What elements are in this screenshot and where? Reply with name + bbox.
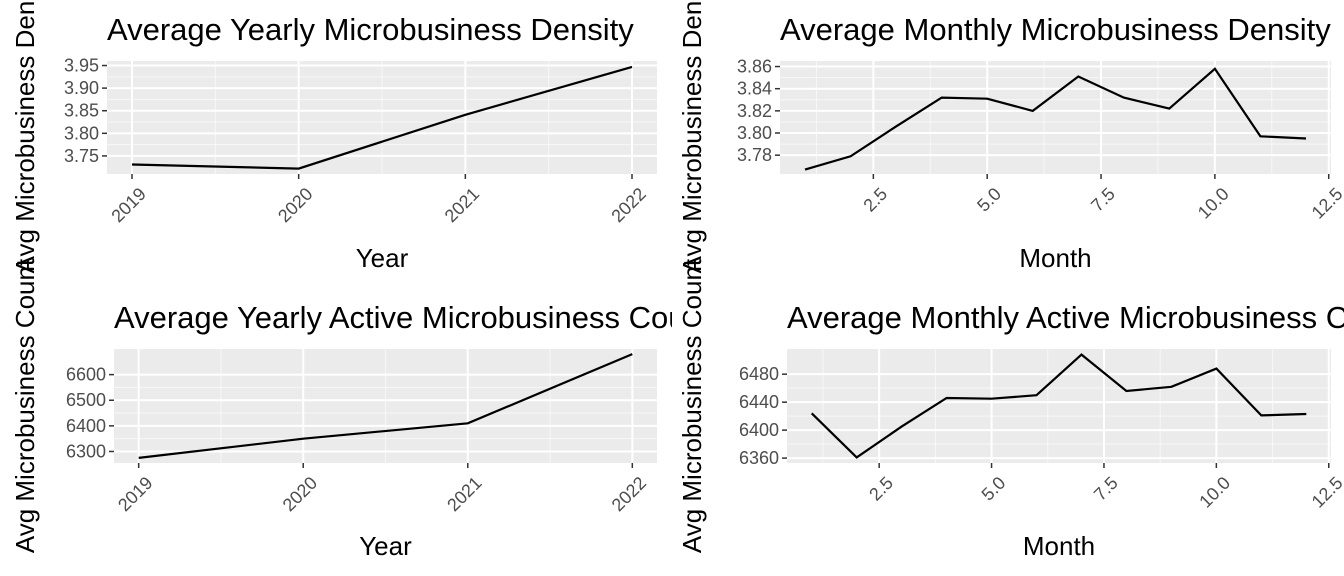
x-tick-label: 2019 [114, 473, 156, 515]
y-tick-label: 6300 [66, 441, 106, 461]
y-tick-label: 3.86 [737, 57, 772, 77]
x-axis-title: Year [359, 531, 412, 561]
x-tick-label: 7.5 [1087, 184, 1119, 216]
x-tick-label: 10.0 [1195, 473, 1234, 512]
x-tick-label: 12.5 [1308, 473, 1344, 512]
x-tick-label: 5.0 [973, 184, 1005, 216]
chart-title: Average Monthly Active Microbusiness Cou… [787, 300, 1344, 335]
y-tick-label: 3.82 [737, 101, 772, 121]
series-line [804, 67, 1307, 171]
x-tick-label: 2020 [279, 473, 321, 515]
series-line [810, 353, 1307, 459]
x-tick-label: 2.5 [865, 473, 897, 505]
x-tick-label: 2.5 [859, 184, 891, 216]
x-tick-label: 2021 [443, 473, 485, 515]
yearly-density-panel: 3.75 3.803.85 3.903.95 2019 2020 2021 2022 Aver… [10, 0, 657, 273]
monthly-density-panel: 3.783.803.823.843.86 2.5 5.0 7.5 10.0 12.5 Ave… [677, 0, 1344, 273]
x-axis-title: Month [1023, 531, 1095, 561]
x-tick-label: 7.5 [1090, 473, 1122, 505]
monthly-count-panel: 6360 6400 6440 6480 2.5 5.0 7.5 10.0 12.5 Average… [677, 258, 1344, 561]
y-tick-label: 3.78 [737, 145, 772, 165]
chart-title: Average Yearly Microbusiness Density [107, 12, 634, 47]
x-tick-label: 2022 [607, 184, 649, 226]
y-axis-title: Avg Microbusiness Density [677, 0, 707, 273]
x-tick-label: 2021 [441, 184, 483, 226]
chart-title: Average Monthly Microbusiness Density [780, 12, 1331, 47]
y-tick-label: 3.95 [64, 56, 99, 76]
x-axis-title: Month [1019, 243, 1091, 273]
plot-background [787, 349, 1331, 463]
y-axis-title: Avg Microbusiness Count [677, 258, 707, 553]
y-tick-label: 3.85 [64, 101, 99, 121]
chart-title: Average Yearly Active Microbusiness Coun… [114, 300, 712, 335]
y-tick-label: 3.80 [64, 123, 99, 143]
y-tick-label: 6360 [739, 448, 779, 468]
y-tick-label: 6600 [66, 365, 106, 385]
y-tick-label: 6440 [739, 392, 779, 412]
yearly-count-panel: 6300 6400 6500 6600 2019 2020 2021 2022 Average … [10, 258, 712, 561]
y-axis-title: Avg Microbusiness Count [10, 258, 40, 553]
x-axis-title: Year [356, 243, 409, 273]
series-line [131, 65, 633, 170]
y-tick-label: 3.84 [737, 79, 772, 99]
y-axis-title: Avg Microbusiness Density [10, 0, 40, 273]
y-tick-label: 6480 [739, 364, 779, 384]
y-tick-label: 6500 [66, 390, 106, 410]
x-tick-label: 12.5 [1308, 184, 1344, 223]
y-tick-label: 3.90 [64, 78, 99, 98]
x-tick-label: 2019 [107, 184, 149, 226]
y-tick-label: 3.75 [64, 146, 99, 166]
y-tick-label: 3.80 [737, 123, 772, 143]
x-tick-label: 5.0 [978, 473, 1010, 505]
x-tick-label: 10.0 [1194, 184, 1233, 223]
y-tick-label: 6400 [739, 420, 779, 440]
x-tick-label: 2022 [608, 473, 650, 515]
x-tick-label: 2020 [274, 184, 316, 226]
series-line [138, 353, 633, 459]
y-tick-label: 6400 [66, 416, 106, 436]
